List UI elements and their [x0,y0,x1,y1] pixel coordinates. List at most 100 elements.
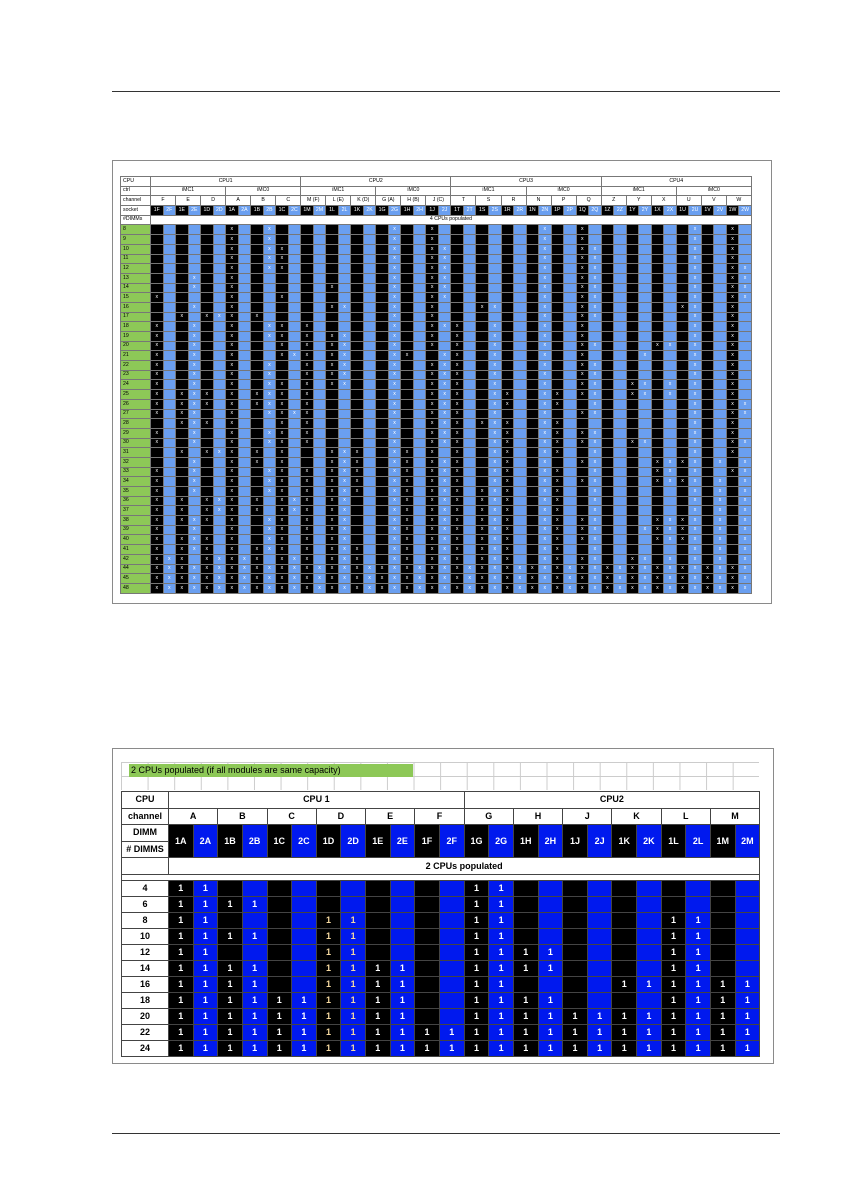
dimm-slot: 1 [660,1023,687,1041]
dimm-slot: x [425,427,439,439]
dimm-slot [675,360,690,371]
dimm-slot: x [725,272,740,284]
dimm-slot: x [663,340,677,352]
dimm-slot: 1 [463,1039,490,1058]
dimm-slot: x [437,534,452,546]
dimm-slot: x [275,437,289,449]
dimm-slot [237,505,252,517]
dimm-slot: x [663,553,677,565]
dimm-slot [241,944,268,962]
dimm-slot [738,234,752,245]
dimm-slot [675,224,690,236]
dimm-slot: 1 [168,991,194,1009]
socket-header: 2K [362,205,377,216]
dimm-slot: x [725,263,740,274]
dimm-slot [537,928,564,946]
socket-header: 1F [414,824,440,859]
table-row: 38 x x x x x x x x x x x x x x x x x x x x x x x x x x x x [120,515,752,526]
dimm-slot [175,340,189,352]
socket-header: 1X [650,205,665,216]
dimm-slot: x [475,301,489,313]
dimm-slot [337,321,352,332]
dimm-slot: x [688,544,702,555]
dimm-slot [350,321,364,332]
dimm-slot: x [738,466,752,478]
dimm-slot: x [262,321,277,332]
dimm-slot [162,243,177,255]
dimm-slot: x [437,350,452,362]
dimm-slot [162,505,177,517]
channel-header: J (C) [425,195,452,207]
channel-header: J [562,807,613,826]
dimm-slot: x [437,456,452,468]
dimm-slot [414,991,440,1009]
dimm-slot: 1 [685,1023,711,1041]
dimm-slot: x [175,515,189,526]
dimm-slot: x [713,544,727,555]
dimm-slot [663,301,677,313]
dimm-slot [162,456,177,468]
dimm-slot [563,243,577,255]
dimm-slot [462,524,477,536]
dimm-slot: x [337,301,352,313]
dimm-slot: x [500,515,514,526]
dimm-slot [663,350,677,362]
dimm-slot: 1 [192,960,219,977]
dimm-slot [550,369,565,381]
dimm-slot: x [225,350,239,362]
dimm-slot [162,379,177,391]
dimm-slot [562,880,588,898]
dimm-slot: x [688,398,702,410]
dimm-slot: 1 [168,960,194,977]
dimm-slot: 1 [734,1023,761,1041]
dimm-slot: x [538,418,552,429]
dimm-slot: x [175,389,189,400]
dimm-slot [237,292,252,303]
dimm-slot: x [212,495,227,507]
dimm-slot [365,928,391,946]
dimm-slot [700,505,715,517]
dimm-slot: x [475,573,489,584]
dimm-slot: x [538,427,552,439]
dimm-slot [462,321,477,332]
dimm-slot: x [200,515,214,526]
table-row: 40 x x x x x x x x x x x x x x x x x x x x x x x x x x x x [120,534,752,546]
dimm-slot [462,505,477,517]
dimm-slot: x [425,321,439,332]
dimm-slot [287,321,302,332]
dimm-slot [175,253,189,265]
dimm-slot: x [200,447,214,458]
dimm-slot [663,234,677,245]
dimm-slot [663,447,677,458]
dimm-slot: x [325,301,339,313]
dimm-slot [175,292,189,303]
dimm-slot [187,447,202,458]
dimm-slot [412,321,427,332]
socket-header: 2P [563,205,577,216]
dimm-slot [613,524,627,536]
dimm-slot [350,437,364,449]
dimm-slot [312,292,327,303]
dimm-slot [475,476,489,487]
dimm-slot: 1 [463,960,490,977]
dimm-slot [636,880,662,898]
dimm-slot: x [275,321,289,332]
dimm-slot: x [588,524,602,536]
dimm-slot [389,912,416,930]
dimm-slot [250,369,264,381]
dimm-slot: x [237,573,252,584]
dimm-slot [613,534,627,546]
dimm-slot: x [387,505,402,517]
dimm-slot: x [688,311,702,323]
dimm-slot: x [437,582,452,595]
dimm-slot [525,379,540,391]
dimm-slot: x [225,272,239,284]
dimm-slot: x [625,389,640,400]
dimm-slot: x [488,321,502,332]
dimm-slot [350,427,364,439]
dimm-slot [475,379,489,391]
dimm-slot [325,224,339,236]
dimm-slot [600,379,615,391]
dimm-slot: x [588,389,602,400]
dimm-slot [200,408,214,420]
